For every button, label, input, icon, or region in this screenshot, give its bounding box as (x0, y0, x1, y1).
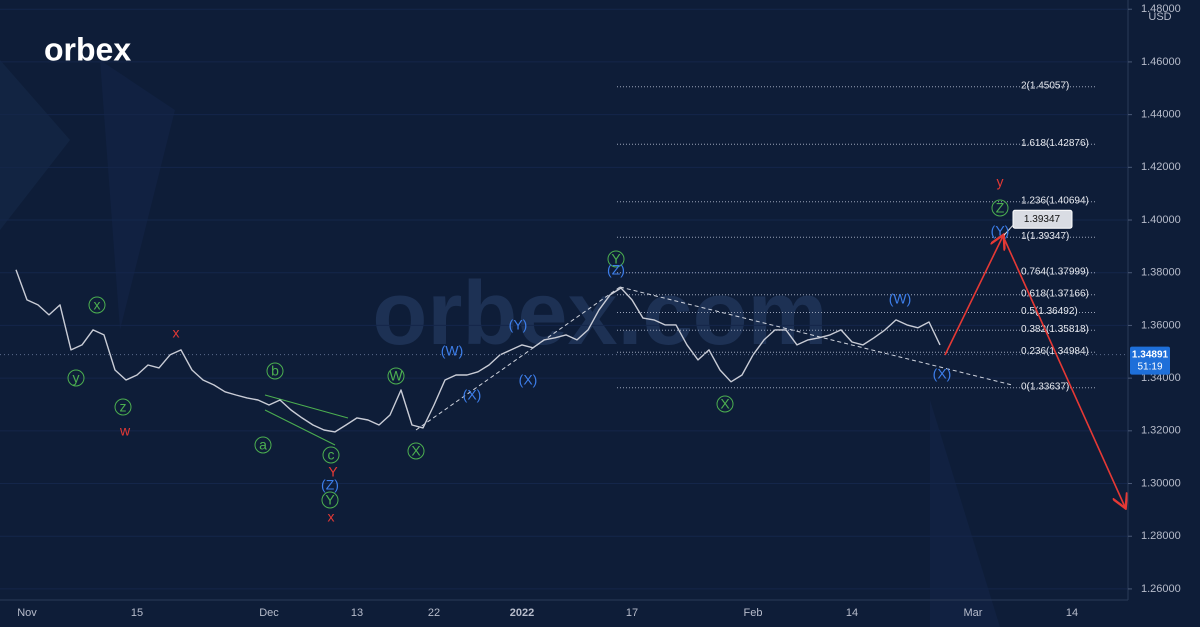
wave-label: y (997, 174, 1004, 190)
wave-circle (114, 398, 132, 416)
wave-label: W (389, 368, 403, 384)
wave-label: (W) (889, 291, 912, 307)
wave-circle (716, 395, 734, 413)
wave-label: (Z) (607, 262, 625, 278)
x-tick-label: Feb (744, 607, 763, 619)
channel-line (264, 409, 336, 446)
wave-label: (X) (463, 387, 482, 403)
x-tick-label: 17 (626, 607, 638, 619)
wave-label: (Z) (321, 477, 339, 493)
wave-label: x (94, 297, 101, 313)
fib-label: 2(1.45057) (1021, 80, 1069, 91)
wave-circle (321, 491, 339, 509)
x-tick-label: 2022 (510, 607, 534, 619)
wave-circle (991, 199, 1009, 217)
fib-label: 0.5(1.36492) (1021, 306, 1078, 317)
last-price-box (1130, 346, 1170, 375)
decor (100, 60, 175, 330)
annotation-layer: 1.39347yxzbacWXYYXZ(Z)(W)(X)(Y)(X)(Z)(W)… (67, 174, 1073, 525)
grid-layer (0, 8, 1128, 590)
forecast-arrow (1002, 235, 1125, 507)
wave-label: x (173, 325, 180, 341)
fib-label: 1.236(1.40694) (1021, 195, 1089, 206)
forecast-arrow (944, 236, 1003, 356)
wave-label: a (259, 437, 267, 453)
wave-label: w (119, 423, 131, 439)
wave-circle (67, 369, 85, 387)
target-pointer (1003, 224, 1014, 236)
x-tick-label: Mar (964, 607, 983, 619)
decor (930, 400, 1000, 627)
x-tick-label: 22 (428, 607, 440, 619)
countdown: 51:19 (1137, 361, 1162, 372)
wave-circle (254, 436, 272, 454)
x-tick-label: 14 (1066, 607, 1078, 619)
y-tick-label: 1.28000 (1141, 530, 1181, 542)
wave-label: x (328, 509, 335, 525)
wave-circle (88, 296, 106, 314)
y-tick-label: 1.26000 (1141, 583, 1181, 595)
y-tick-label: 1.42000 (1141, 161, 1181, 173)
wave-label: c (328, 447, 335, 463)
channel-line (264, 394, 349, 419)
wave-label: (X) (933, 366, 952, 382)
wave-label: Y (611, 251, 621, 267)
wave-label: Z (996, 200, 1005, 216)
decor (0, 60, 70, 230)
wave-circle (266, 362, 284, 380)
y-tick-label: 1.32000 (1141, 425, 1181, 437)
y-tick-label: 1.36000 (1141, 319, 1181, 331)
fib-label: 0.382(1.35818) (1021, 324, 1089, 335)
axis-panel (1128, 0, 1200, 627)
wave-circle (607, 250, 625, 268)
target-label: 1.39347 (1024, 214, 1061, 225)
fib-label: 0.618(1.37166) (1021, 288, 1089, 299)
wave-label: X (411, 443, 421, 459)
axis-layer: 1.26000 1.28000 1.30000 1.32000 1.34000 1.360… (17, 3, 1181, 619)
x-tick-label: 14 (846, 607, 858, 619)
target-box (1012, 209, 1073, 229)
y-tick-label: 1.40000 (1141, 214, 1181, 226)
fib-label: 0.764(1.37999) (1021, 266, 1089, 277)
fib-label: 0(1.33637) (1021, 381, 1069, 392)
y-tick-label: 1.30000 (1141, 477, 1181, 489)
wave-label: (X) (519, 372, 538, 388)
x-tick-label: Nov (17, 607, 37, 619)
wave-label: (Y) (509, 317, 528, 333)
wave-label: (Y) (991, 223, 1010, 239)
wave-label: Y (328, 464, 338, 480)
wave-label: y (73, 370, 80, 386)
x-tick-label: 13 (351, 607, 363, 619)
wave-circle (387, 367, 405, 385)
x-tick-label: 15 (131, 607, 143, 619)
y-tick-label: 1.44000 (1141, 109, 1181, 121)
y-tick-label: 1.48000 (1141, 3, 1181, 15)
wave-label: b (271, 363, 279, 379)
wave-circle (407, 442, 425, 460)
wave-label: Y (325, 492, 335, 508)
line-layer (0, 269, 1128, 433)
wave-label: (W) (441, 343, 464, 359)
fib-label: 1(1.39347) (1021, 231, 1069, 242)
wave-label: z (120, 399, 127, 415)
fib-label: 1.618(1.42876) (1021, 138, 1089, 149)
price-line (15, 269, 941, 433)
last-price-label: 1.34891 (1132, 349, 1169, 360)
y-tick-label: 1.38000 (1141, 267, 1181, 279)
wave-label: X (720, 396, 730, 412)
trend-line (619, 286, 1013, 386)
x-tick-label: Dec (259, 607, 279, 619)
watermark: orbex.com (372, 264, 827, 364)
y-tick-label: 1.46000 (1141, 56, 1181, 68)
y-tick-label: 1.34000 (1141, 372, 1181, 384)
currency: USD (1148, 11, 1171, 23)
wave-circle (322, 446, 340, 464)
